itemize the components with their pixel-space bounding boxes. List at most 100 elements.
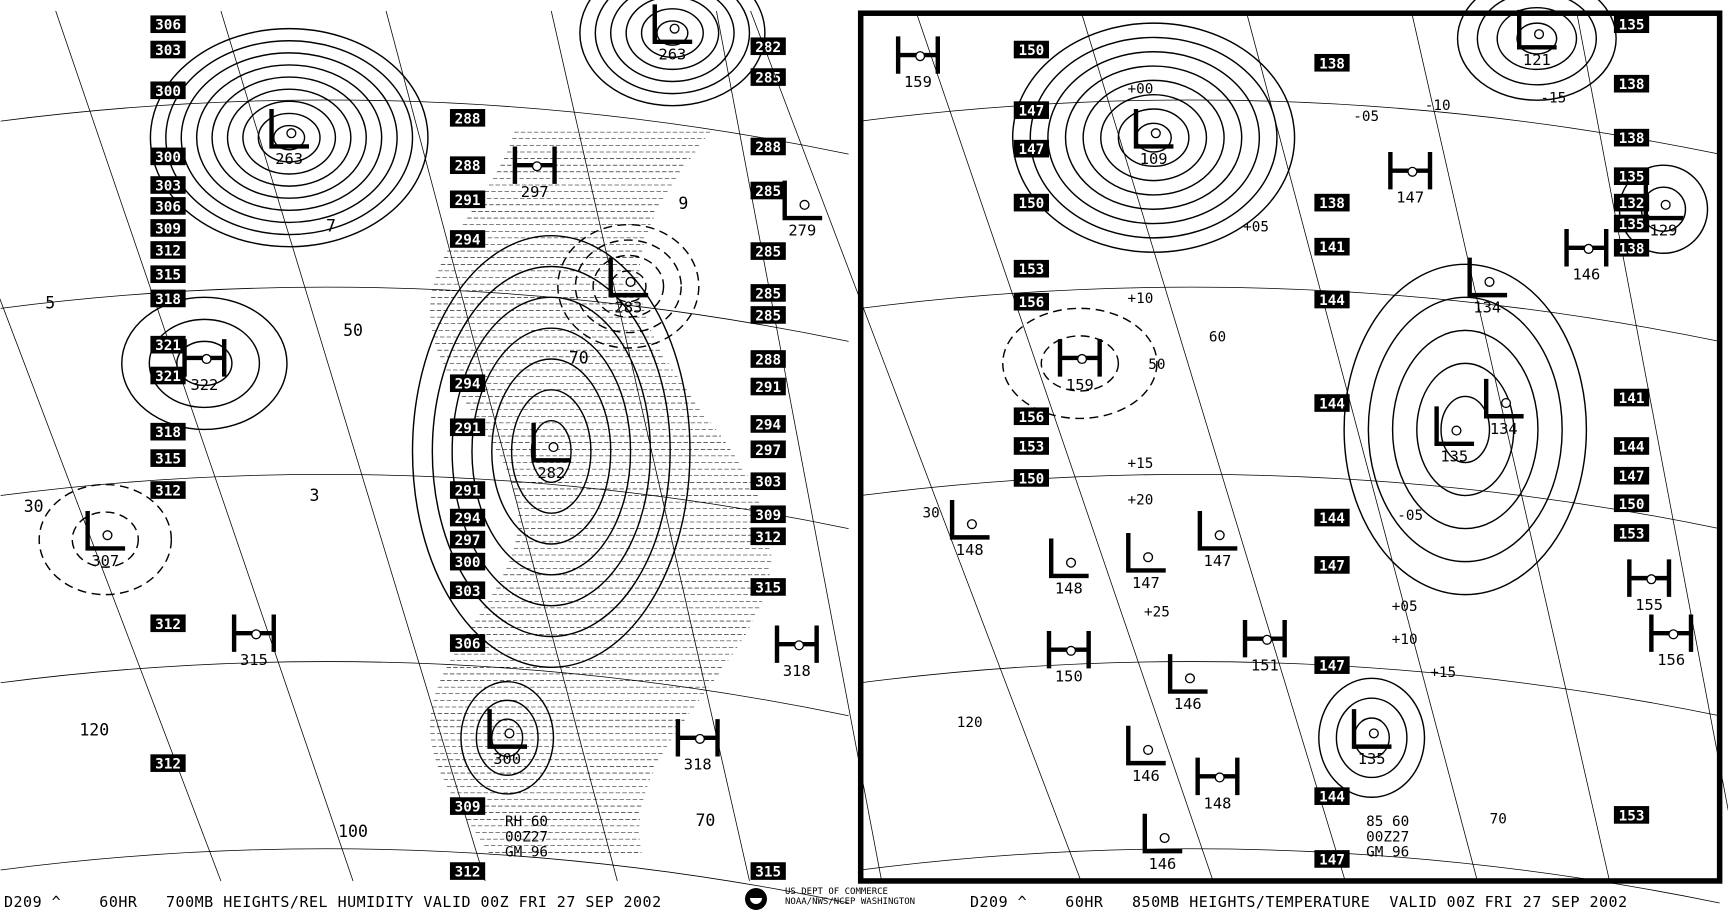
height-label-text: 309 [455,800,481,816]
low-symbol [1167,654,1208,694]
height-label: 300 [150,147,186,166]
height-contour [1367,296,1563,563]
height-contour [610,0,735,83]
agency-line-1: US DEPT OF COMMERCE [785,887,888,897]
height-label: 285 [750,306,786,324]
height-contour [195,64,383,212]
height-label-box [449,530,486,549]
dashed-contour [574,239,682,334]
height-label-text: 285 [755,286,781,302]
height-label-text: 306 [155,199,181,215]
low-symbol [487,709,528,749]
height-label-text: 147 [1319,852,1345,868]
height-label-box [150,81,186,100]
center-value: 279 [788,222,816,240]
dashed-contour [557,223,700,349]
height-label-box [750,578,786,596]
height-label-box [150,481,186,499]
height-label: 285 [750,284,786,302]
height-label-text: 291 [455,421,481,437]
height-label: 306 [449,634,486,653]
height-label-text: 153 [1018,262,1044,278]
low-symbol [1467,257,1508,298]
center-value: 318 [783,662,811,680]
height-contour [491,358,612,545]
low-pressure-center: 263 [269,109,309,168]
height-label-text: 321 [155,369,181,385]
high-pressure-center: 151 [1242,619,1287,675]
height-label-text: 315 [155,268,181,284]
height-label: 147 [1013,139,1050,158]
agency-line-2: NOAA/NWS/NCEP WASHINGTON [785,897,916,907]
height-label-box [449,862,486,880]
center-value: 147 [1396,189,1424,207]
height-label-box [150,40,186,59]
center-marker-icon [201,353,212,365]
height-label: 306 [150,15,186,34]
low-symbol [1483,378,1524,419]
height-label-box [150,335,186,354]
height-label-box [150,449,186,467]
center-value: 282 [537,464,565,482]
height-label-box [1314,53,1350,72]
height-label-text: 138 [1619,241,1645,257]
height-label: 312 [150,614,186,633]
height-label-text: 147 [1018,142,1044,158]
height-label-text: 144 [1319,790,1345,806]
height-label-box [150,176,186,194]
height-contour [640,8,704,58]
height-label: 321 [150,366,186,385]
height-label-text: 288 [755,352,781,368]
height-label: 144 [1314,290,1350,309]
height-label: 141 [1314,237,1350,256]
center-marker-icon [1407,166,1418,177]
longitude-line [915,10,1214,882]
low-symbol [1351,709,1392,749]
center-value: 297 [521,183,549,201]
center-value: 300 [493,750,521,768]
low-symbol [1142,813,1183,854]
temperature-label: -05 [1353,109,1379,125]
height-label-text: 303 [755,475,781,491]
dashed-contour [1002,307,1158,420]
height-label-box [750,284,786,302]
rh-label: 70 [569,348,589,367]
center-value: 109 [1140,150,1168,168]
center-marker-icon [915,51,926,62]
temperature-label: +15 [1430,665,1456,681]
height-label-box [150,422,186,441]
low-pressure-center: 129 [1643,180,1684,240]
height-label-box [150,265,186,284]
height-label: 135 [1613,214,1650,233]
height-label-text: 306 [455,637,481,653]
center-value: 307 [91,552,119,570]
center-marker-icon [1484,276,1495,287]
center-value: 146 [1132,767,1160,785]
center-value: 134 [1490,420,1518,438]
height-label-text: 303 [155,43,181,59]
height-label-text: 132 [1619,196,1645,212]
height-label-text: 294 [755,417,781,433]
height-contour [431,265,671,638]
height-label-box [1613,214,1650,233]
low-symbol [269,109,309,149]
height-label-text: 312 [155,617,181,633]
height-label-text: 135 [1619,217,1645,233]
center-marker-icon [1583,243,1594,254]
center-marker-icon [1660,199,1671,210]
height-label-text: 150 [1619,497,1645,513]
center-marker-icon [1451,425,1462,436]
rh-label: 3 [310,486,320,505]
center-marker-icon [694,733,705,744]
legend-line: 00Z27 [505,829,548,845]
low-symbol [1517,9,1557,50]
latitude-line [860,661,1720,717]
height-label-box [750,242,786,260]
height-label: 303 [150,176,186,195]
height-label: 312 [150,754,186,773]
height-label: 153 [1013,259,1050,278]
height-label: 135 [1613,167,1650,186]
low-symbol [1434,406,1475,446]
height-contour [165,40,414,236]
